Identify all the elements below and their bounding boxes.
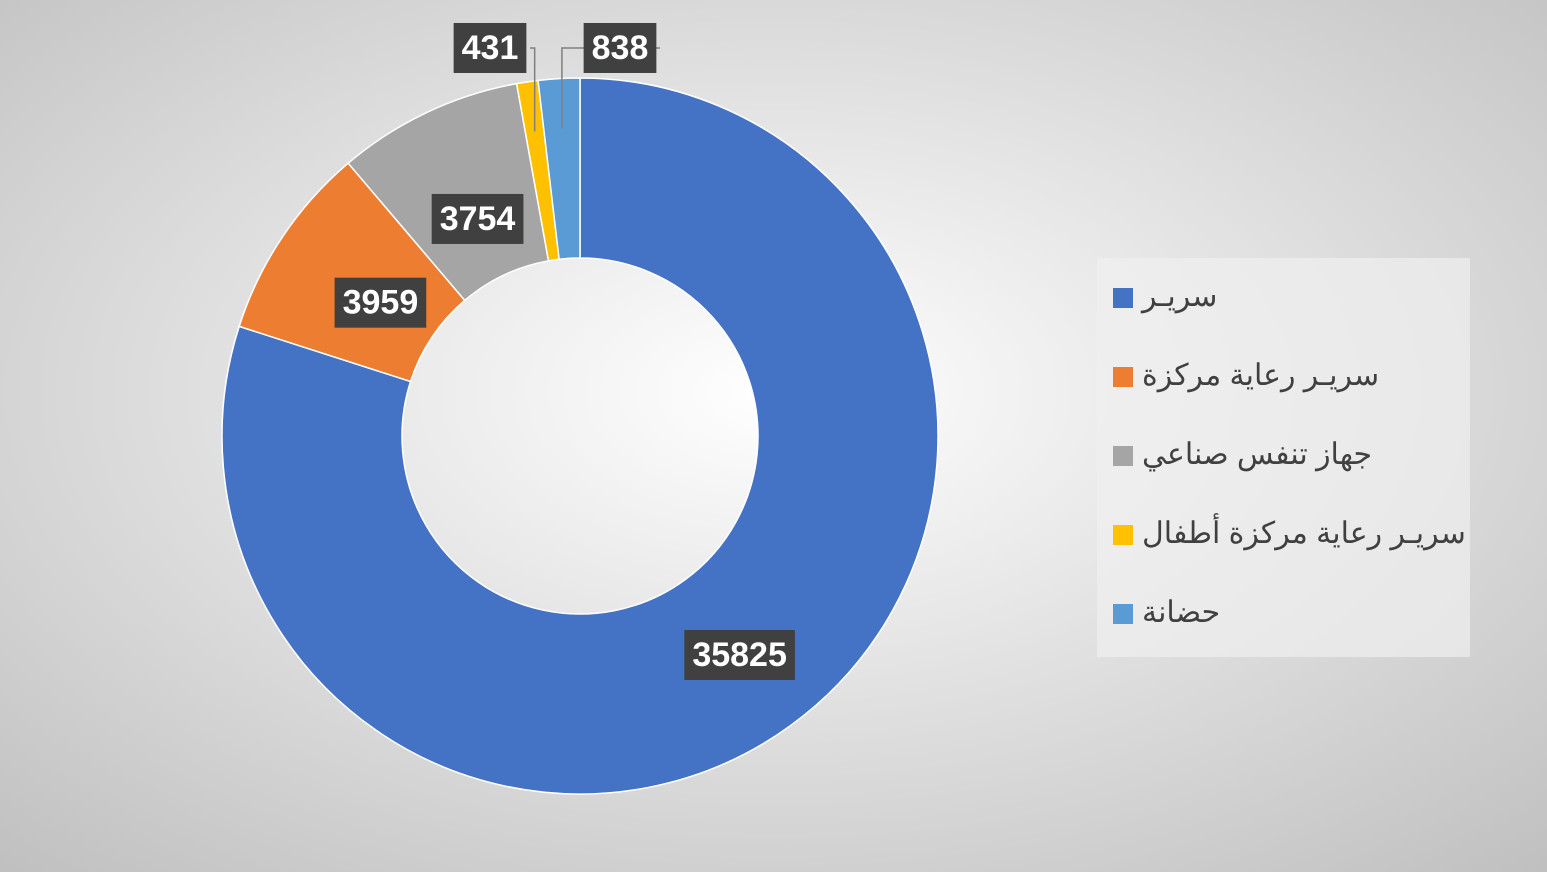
legend-label: جهاز تنفس صناعي bbox=[1142, 438, 1372, 472]
value-label: 35825 bbox=[692, 636, 787, 674]
value-label-box bbox=[684, 629, 795, 680]
value-label-box bbox=[431, 193, 524, 244]
legend-swatch bbox=[1113, 367, 1133, 387]
value-label-box bbox=[334, 277, 427, 328]
leader-line bbox=[530, 47, 536, 132]
legend-swatch bbox=[1113, 446, 1133, 466]
slice bbox=[537, 77, 581, 261]
value-label-box bbox=[453, 22, 527, 73]
value-label: 838 bbox=[592, 29, 649, 67]
slice bbox=[221, 77, 939, 795]
value-label: 3754 bbox=[440, 200, 516, 238]
legend-swatch bbox=[1113, 525, 1133, 545]
value-label-box bbox=[583, 22, 657, 73]
value-label: 431 bbox=[462, 29, 519, 67]
legend-label: سريـر bbox=[1140, 280, 1217, 314]
legend-box bbox=[1097, 258, 1470, 657]
legend-swatch bbox=[1113, 604, 1133, 624]
legend-label: سريـر رعاية مركزة أطفال bbox=[1142, 513, 1466, 551]
value-label: 3959 bbox=[343, 284, 419, 322]
legend-label: حضانة bbox=[1142, 596, 1220, 629]
legend-label: سريـر رعاية مركزة bbox=[1142, 359, 1379, 393]
legend-swatch bbox=[1113, 288, 1133, 308]
